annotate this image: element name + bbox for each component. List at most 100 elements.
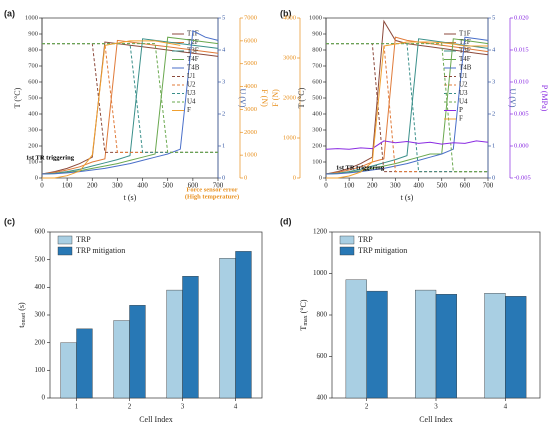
y-tick-label: 500 [312, 94, 322, 101]
y-tick-label: 500 [35, 255, 46, 263]
y-tick-label: 600 [317, 352, 328, 360]
y-tick-label: 900 [312, 30, 322, 37]
legend-label: TRP mitigation [358, 246, 407, 255]
legend-label: T3F [187, 47, 199, 55]
y-tick-label: 0 [293, 174, 296, 181]
y-axis-label-part: t [17, 325, 26, 328]
y-axis-label-part: (°C) [299, 299, 308, 313]
x-axis-label: t (s) [401, 193, 414, 202]
legend-swatch [57, 235, 73, 245]
y-axis-label: T (°C) [13, 87, 22, 108]
legend-label: T2F [187, 38, 199, 46]
y-tick-label: 100 [312, 158, 322, 165]
y-tick-label: 1000 [313, 269, 328, 277]
bar [113, 320, 130, 399]
y-tick-label: 400 [35, 283, 46, 291]
y-tick-label: 3 [222, 78, 225, 85]
y-tick-label: 1000 [25, 14, 38, 21]
panel-label: (a) [4, 8, 15, 18]
legend-swatch [57, 246, 73, 256]
bar [219, 258, 236, 399]
y-tick-label: 400 [312, 110, 322, 117]
y-tick-label: 1 [492, 142, 495, 149]
y-tick-label: 0 [319, 174, 322, 181]
y-tick-label: 3000 [244, 106, 257, 113]
bar [366, 290, 388, 399]
y-axis-label: tonset(s) [17, 302, 28, 328]
y-tick-label: 0 [35, 174, 38, 181]
bar [505, 296, 527, 399]
y-tick-label: 2000 [283, 94, 296, 101]
x-tick-label: 3 [181, 403, 185, 411]
x-tick-label: 0 [324, 182, 328, 190]
y-tick-label: 5 [492, 14, 495, 21]
x-tick-label: 400 [413, 182, 424, 190]
y-tick-label: 300 [28, 126, 38, 133]
x-tick-label: 2 [128, 403, 132, 411]
series-line [41, 38, 219, 175]
y-axis-label: F (N) [271, 89, 280, 107]
y-tick-label: 0 [42, 394, 46, 402]
x-tick-label: 100 [62, 182, 73, 190]
y-tick-label: 300 [35, 311, 46, 319]
y-tick-label: 1000 [309, 14, 322, 21]
legend-label: U2 [187, 81, 196, 89]
y-tick-label: 0.005 [514, 110, 529, 117]
x-tick-label: 0 [40, 182, 44, 190]
y-tick-label: 400 [317, 394, 328, 402]
x-tick-label: 4 [234, 403, 238, 411]
legend-label: U4 [187, 98, 196, 106]
x-tick-label: 1 [75, 403, 79, 411]
x-tick-label: 2 [365, 403, 369, 411]
x-tick-label: 500 [162, 182, 173, 190]
y-tick-label: 4000 [244, 83, 257, 90]
y-tick-label: 200 [28, 142, 38, 149]
y-tick-label: 700 [28, 62, 38, 69]
y-tick-label: 700 [312, 62, 322, 69]
series-line [41, 30, 219, 175]
y-tick-label: 0.020 [514, 14, 529, 21]
legend-swatch [339, 235, 355, 245]
series-line [41, 39, 219, 175]
series-line [41, 36, 219, 175]
y-tick-label: 3 [492, 78, 495, 85]
series-line [42, 40, 181, 179]
y-tick-label: 2 [492, 110, 495, 117]
y-tick-label: 5 [222, 14, 225, 21]
y-tick-label: 1200 [313, 228, 328, 236]
x-tick-label: 700 [213, 182, 224, 190]
panel: (d) 400 600 800 1000 1200 2 3 4 Cell Index Tmax (°C… [280, 216, 541, 424]
y-tick-label: 600 [28, 78, 38, 85]
series-line [325, 36, 489, 175]
series-line [325, 38, 489, 175]
legend-label: T4F [187, 55, 199, 63]
legend-label: U4 [459, 98, 468, 106]
legend-label: U3 [459, 89, 468, 97]
y-tick-label: 600 [35, 228, 46, 236]
annotation: (High temperature) [185, 193, 239, 200]
y-tick-label: 600 [312, 78, 322, 85]
annotation: 1st TR triggering [336, 164, 385, 171]
y-tick-label: -0.005 [514, 174, 531, 181]
y-tick-label: 800 [28, 46, 38, 53]
bar [76, 328, 93, 399]
annotation: Force sensor error [186, 186, 237, 193]
legend-label: F [187, 106, 191, 114]
x-tick-label: 600 [460, 182, 471, 190]
series-line [325, 140, 489, 150]
series-line [42, 43, 218, 153]
y-tick-label: 500 [28, 94, 38, 101]
y-tick-label: 200 [35, 338, 46, 346]
y-tick-label: 3000 [283, 54, 296, 61]
y-tick-label: 800 [312, 46, 322, 53]
series-line [41, 41, 219, 175]
x-tick-label: 4 [504, 403, 508, 411]
x-tick-label: 500 [436, 182, 447, 190]
y-tick-label: 400 [28, 110, 38, 117]
y-axis-label: T (°C) [297, 87, 306, 108]
x-tick-label: 700 [483, 182, 494, 190]
y-tick-label: 0 [244, 174, 247, 181]
legend-label: U1 [459, 72, 468, 80]
legend-label: F [459, 115, 463, 123]
bar [166, 289, 183, 399]
